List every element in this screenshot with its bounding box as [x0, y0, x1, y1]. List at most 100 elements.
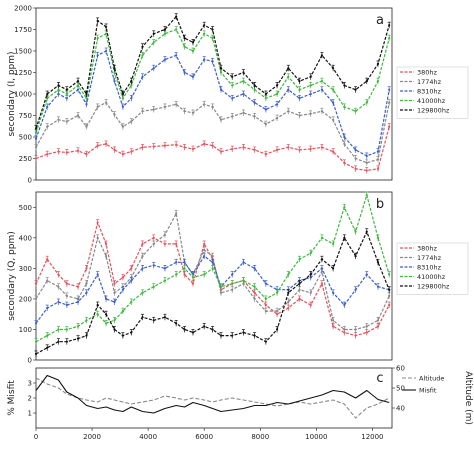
panel-b-point [34, 282, 38, 285]
panel-c-xtick-label: 4000 [139, 433, 157, 441]
panel-b-point [332, 267, 335, 270]
panel-b-legend-label: 129800hz [417, 283, 450, 291]
panel-b-point [163, 279, 167, 282]
panel-b-point [175, 322, 178, 325]
panel-b-point [121, 334, 124, 337]
panel-b-point [253, 291, 256, 294]
panel-b-point [76, 337, 80, 340]
panel-b-series-380hz [35, 221, 390, 337]
panel-b-point [219, 334, 223, 337]
panel-a-point [130, 80, 133, 83]
panel-b-point [287, 300, 290, 304]
panel-a-ytick-label: 250 [19, 155, 32, 163]
panel-b-ytick-label: 100 [19, 326, 32, 334]
panel-a-point [163, 105, 167, 108]
panel-b-legend-label: 1774hz [417, 254, 442, 262]
panel-b-point [85, 291, 88, 294]
panel-b-point [163, 316, 167, 319]
panel-a-point [85, 153, 88, 156]
panel-a-point [264, 92, 267, 96]
panel-a-point [175, 15, 178, 18]
panel-b-point [65, 282, 68, 285]
panel-a-point [365, 80, 368, 83]
panel-b-point [264, 282, 267, 285]
panel-b-point [287, 273, 290, 276]
panel-a-point [34, 137, 38, 140]
panel-a-point [46, 125, 49, 128]
panel-a-point [96, 19, 99, 22]
panel-a-point [320, 88, 324, 91]
panel-a-point [152, 41, 155, 44]
panel-a-point [57, 118, 60, 121]
panel-b-point [65, 303, 68, 307]
panel-a-point [203, 142, 206, 145]
panel-b-point [231, 273, 234, 276]
panel-c-legend-label: Misfit [419, 387, 437, 395]
panel-b-legend-label: 380hz [417, 245, 438, 253]
panel-c-letter: c [376, 371, 383, 386]
panel-b-series-129800hz [35, 231, 390, 355]
panel-b-point [298, 282, 301, 285]
panel-b-point [96, 221, 99, 224]
panel-b-point [211, 267, 214, 270]
panel-a-point [253, 101, 256, 104]
panel-b-point [130, 300, 133, 304]
panel-b-point [309, 273, 312, 276]
panel-b-point [113, 328, 116, 331]
panel-b-point [104, 242, 108, 246]
panel-a-point [130, 150, 133, 153]
panel-a-point [332, 118, 335, 121]
panel-a-point [65, 97, 68, 100]
panel-a-point [287, 146, 290, 149]
panel-b-point [175, 242, 178, 246]
panel-b-point [275, 291, 279, 294]
panel-a-point [65, 120, 68, 123]
panel-b-point [46, 346, 49, 349]
panel-c-ytick-label: 2 [28, 395, 32, 403]
panel-a-point [354, 148, 357, 151]
panel-a-point [332, 67, 335, 70]
panel-a-point [76, 114, 80, 117]
panel-b-point [343, 328, 346, 331]
panel-a-point [65, 151, 68, 154]
panel-b-point [34, 352, 38, 355]
panel-b-point [85, 267, 88, 270]
panel-b-point [183, 273, 186, 276]
panel-a-legend-label: 41000hz [417, 97, 446, 105]
panel-a-point [309, 84, 312, 87]
panel-c-series-Misfit [35, 374, 390, 414]
panel-b-point [34, 340, 38, 343]
panel-a-point [183, 146, 186, 149]
panel-a-point [163, 32, 167, 35]
panel-b-point [130, 279, 133, 282]
panel-c-ylabel: % Misfit [7, 380, 17, 416]
panel-b-point [309, 276, 312, 279]
panel-b-point [65, 340, 68, 343]
panel-b-frame [35, 191, 393, 361]
panel-a-point [388, 24, 391, 27]
panel-a-point [309, 112, 312, 115]
panel-b-point [163, 267, 167, 270]
panel-a-point [298, 97, 301, 100]
panel-b-point [376, 236, 380, 239]
panel-b-point [354, 230, 357, 233]
panel-b-series-1774hz [35, 212, 390, 331]
panel-a-point [275, 116, 279, 120]
panel-a-point [104, 101, 108, 104]
panel-a-point [57, 92, 60, 96]
panel-a-point [211, 37, 214, 40]
panel-b-point [104, 297, 108, 301]
panel-a-point [275, 103, 279, 106]
panel-b-point [183, 328, 186, 331]
panel-b-point [34, 322, 38, 325]
panel-b-point [264, 303, 267, 307]
panel-a-point [121, 105, 124, 108]
panel-a-ylabel: secondary (I, ppm) [7, 51, 17, 136]
panel-c-xtick-label: 10000 [305, 433, 327, 441]
panel-a-point [287, 75, 290, 78]
panel-a-legend-label: 129800hz [417, 107, 450, 115]
panel-a-point [121, 153, 124, 156]
panel-b-point [376, 325, 380, 328]
panel-a-letter: a [376, 13, 384, 28]
panel-a-point [34, 146, 38, 149]
